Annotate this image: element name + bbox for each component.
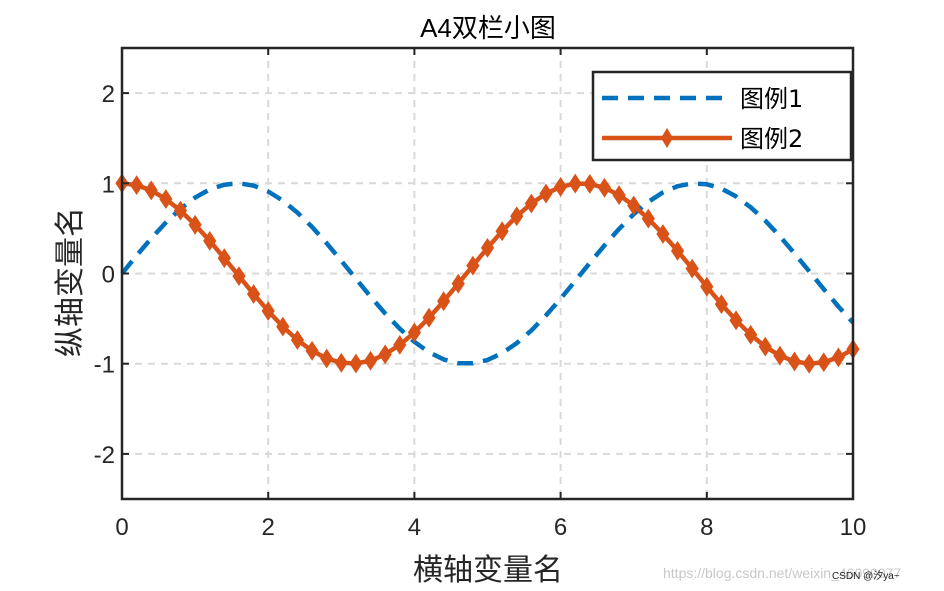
series-2-marker: [407, 322, 422, 343]
series-2-marker: [773, 345, 787, 366]
series-2-marker: [729, 310, 743, 331]
legend-label-2: 图例2: [740, 125, 803, 153]
series-2-marker: [714, 294, 729, 315]
series-2-marker: [553, 177, 568, 197]
series-2-marker: [744, 324, 758, 345]
grid-lines: [122, 48, 853, 499]
series-2-marker: [466, 255, 480, 276]
series-2-marker: [656, 224, 670, 244]
series-2-marker: [685, 258, 699, 279]
y-tick-label: -1: [94, 352, 115, 379]
series-2-marker: [524, 193, 538, 214]
y-tick-label: 2: [102, 81, 115, 108]
series-2-marker: [173, 200, 188, 221]
series-2-marker: [802, 353, 816, 374]
series-2-marker: [305, 340, 319, 361]
series-2-marker: [670, 240, 685, 261]
series-2-marker: [627, 195, 641, 216]
x-tick-label: 10: [840, 514, 867, 541]
series-2-marker: [583, 174, 597, 194]
series-2-marker: [641, 208, 655, 229]
series-2-marker: [276, 316, 290, 337]
series-2-marker: [246, 284, 261, 304]
series-2-marker: [480, 237, 495, 258]
series-2-marker: [232, 266, 246, 287]
y-axis-label: 纵轴变量名: [53, 207, 88, 357]
y-tick-label: 0: [102, 262, 115, 289]
series-2-marker: [203, 230, 217, 251]
legend-box: [591, 70, 853, 162]
series-2-marker: [130, 175, 144, 196]
legend-label-1: 图例1: [740, 85, 803, 113]
y-tick-label: -2: [94, 442, 115, 469]
series-2-marker: [612, 185, 626, 206]
series-2-marker: [787, 351, 802, 372]
legend: 图例1 图例2: [591, 70, 853, 162]
series-2-marker: [334, 352, 348, 373]
series-2-marker: [422, 307, 436, 328]
series-2-marker: [159, 189, 173, 209]
series-2-marker: [290, 330, 305, 350]
series-2-marker: [495, 221, 509, 242]
x-tick-label: 4: [408, 514, 421, 541]
series-2-marker: [597, 177, 612, 198]
series-2-marker: [539, 183, 553, 204]
series-2-marker: [758, 336, 772, 357]
series-line-1: [120, 181, 855, 366]
series-2-marker: [568, 173, 582, 194]
series-2-marker: [144, 180, 158, 201]
series-2-marker: [261, 301, 275, 321]
watermark: https://blog.csdn.net/weixin_46090077: [663, 565, 901, 581]
series-2-marker: [437, 291, 451, 312]
x-tick-label: 6: [554, 514, 567, 541]
series-2-marker: [378, 344, 392, 365]
series-2-marker: [510, 206, 524, 227]
credit-label: CSDN @汐ya~: [832, 569, 900, 582]
x-tick-label: 0: [115, 514, 128, 541]
x-tick-label: 2: [262, 514, 275, 541]
series-2-marker: [188, 214, 202, 235]
axis-ticks: 0 2 4 6 8 10 -2 -1 0 1 2: [94, 48, 867, 541]
series-2-marker: [217, 248, 231, 269]
x-tick-label: 8: [700, 514, 713, 541]
series-2-marker: [817, 352, 831, 373]
series-2-marker: [451, 273, 465, 294]
series-2-marker: [700, 276, 714, 297]
series-2-marker: [393, 334, 407, 355]
series-2-marker: [320, 348, 334, 369]
y-tick-label: 1: [102, 171, 115, 198]
x-axis-label: 横轴变量名: [413, 553, 563, 588]
plot-area: [115, 173, 860, 374]
series-2-marker: [349, 353, 363, 374]
series-2-marker: [363, 350, 378, 371]
series-2-marker: [831, 347, 845, 368]
chart-title: A4双栏小图: [420, 13, 556, 43]
legend-marker-2: [661, 128, 673, 148]
